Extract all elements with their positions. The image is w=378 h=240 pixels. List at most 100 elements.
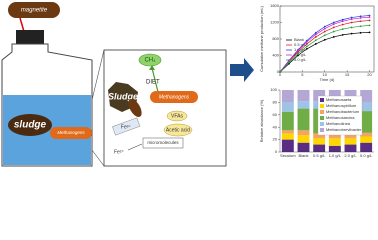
y-tick-label: 40	[273, 124, 278, 129]
point	[332, 30, 335, 33]
x-tick-label: 15	[345, 72, 350, 77]
point	[332, 26, 335, 29]
charts: 0 400 800 1200 1600 0 5 10 15 20 Time (d) Cumulativ…	[259, 3, 375, 158]
bar-segment	[297, 135, 310, 143]
acetic-oval	[163, 123, 193, 137]
bar-segment	[344, 133, 357, 139]
point	[288, 61, 290, 64]
y-tick-label: 80	[273, 99, 278, 104]
bar-segment	[328, 132, 341, 139]
x-tick-label: 5	[301, 72, 304, 77]
y-axis-label: Cumulative methane production (mL)	[259, 5, 264, 71]
acetic-label: Acetic acid	[166, 127, 190, 133]
legend-label: 2.0 g/L	[294, 52, 307, 57]
bar-segment	[360, 90, 373, 103]
point	[279, 71, 281, 73]
x-tick-label: 5.0 g/L	[360, 153, 373, 158]
sludge-blob	[8, 114, 52, 136]
point	[359, 25, 362, 28]
point	[332, 36, 335, 38]
ch4-arrow	[151, 67, 159, 93]
legend-swatch	[320, 98, 324, 102]
point	[350, 26, 353, 29]
point	[368, 24, 371, 27]
bar-segment	[344, 138, 357, 145]
zoom-line	[91, 49, 105, 101]
legend-label: 5.0 g/L	[294, 57, 307, 62]
x-tick-label: 0	[279, 72, 282, 77]
point	[341, 18, 344, 21]
graphical-abstract: magnetite sludge Methanogens CH₄ Sludge …	[1, 2, 375, 167]
point	[305, 48, 308, 50]
point	[323, 34, 326, 37]
bar-segment	[360, 132, 373, 137]
point	[368, 14, 371, 17]
point	[314, 31, 317, 34]
bar-segment	[313, 138, 326, 145]
methanogens-capsule	[50, 127, 92, 139]
point	[359, 15, 362, 18]
bar-segment	[297, 108, 310, 131]
legend-label: Methanolinea	[326, 121, 351, 126]
x-tick-label: 0.5 g/L	[313, 153, 326, 158]
point	[350, 18, 353, 21]
y-tick-label: 60	[273, 112, 278, 117]
bar-segment	[313, 133, 326, 139]
bar-segment	[281, 102, 294, 112]
magnetite-particle	[128, 98, 142, 118]
bottle-panel: magnetite sludge Methanogens	[1, 2, 105, 167]
bar-segment	[297, 90, 310, 102]
point	[368, 16, 371, 19]
fe3-label: Fe³⁺	[121, 124, 132, 130]
sludge-label: sludge	[14, 120, 47, 131]
point	[341, 20, 344, 23]
y-tick-label: 1600	[270, 3, 280, 8]
x-tick-label: 1.0 g/L	[329, 153, 342, 158]
legend-label: Blank	[294, 37, 304, 42]
vfas-oval	[166, 110, 188, 122]
x-tick-label: 10	[323, 72, 328, 77]
sludge-label: Sludge	[108, 91, 138, 101]
legend-swatch	[320, 122, 324, 126]
point	[323, 30, 326, 33]
legend-label: 1.0 g/L	[294, 47, 307, 52]
vfas-label: VFAs	[171, 113, 183, 119]
methanogens-label: Methanogens	[159, 94, 190, 100]
magnetite-capsule	[8, 2, 60, 18]
bar-segment	[297, 142, 310, 152]
point	[314, 36, 317, 38]
bar-segment	[344, 144, 357, 152]
micromolecules-label: micromolecules	[147, 140, 179, 145]
point	[350, 16, 353, 19]
point	[341, 33, 344, 36]
ch4-oval	[138, 53, 162, 67]
magnetite-label: magnetite	[21, 8, 48, 14]
fe3-box	[112, 117, 141, 136]
bar-segment	[281, 90, 294, 103]
legend-swatch	[320, 110, 324, 114]
point	[323, 38, 326, 41]
y-axis-label: Relative abundance (%)	[259, 99, 264, 142]
ch4-label: CH₄	[144, 58, 156, 64]
point	[305, 45, 308, 48]
point	[314, 33, 317, 36]
point	[350, 21, 353, 24]
big-arrow	[230, 58, 254, 82]
point	[314, 39, 317, 42]
point	[368, 31, 371, 34]
legend-label: Methanobacterium	[326, 109, 360, 114]
micromolecules-box	[142, 137, 184, 149]
point	[368, 19, 371, 22]
methanogens-capsule	[150, 91, 198, 103]
y-tick-label: 400	[272, 53, 279, 58]
bar-segment	[313, 144, 326, 152]
point	[341, 28, 344, 30]
legend-box	[317, 95, 363, 136]
bar-segment	[281, 139, 294, 152]
legend-swatch	[320, 128, 324, 132]
methanogens-label: Methanogens	[57, 130, 85, 135]
point	[305, 40, 308, 43]
bar-segment	[360, 136, 373, 143]
y-tick-label: 0	[277, 69, 280, 74]
x-tick-label: 2.0 g/L	[344, 153, 357, 158]
